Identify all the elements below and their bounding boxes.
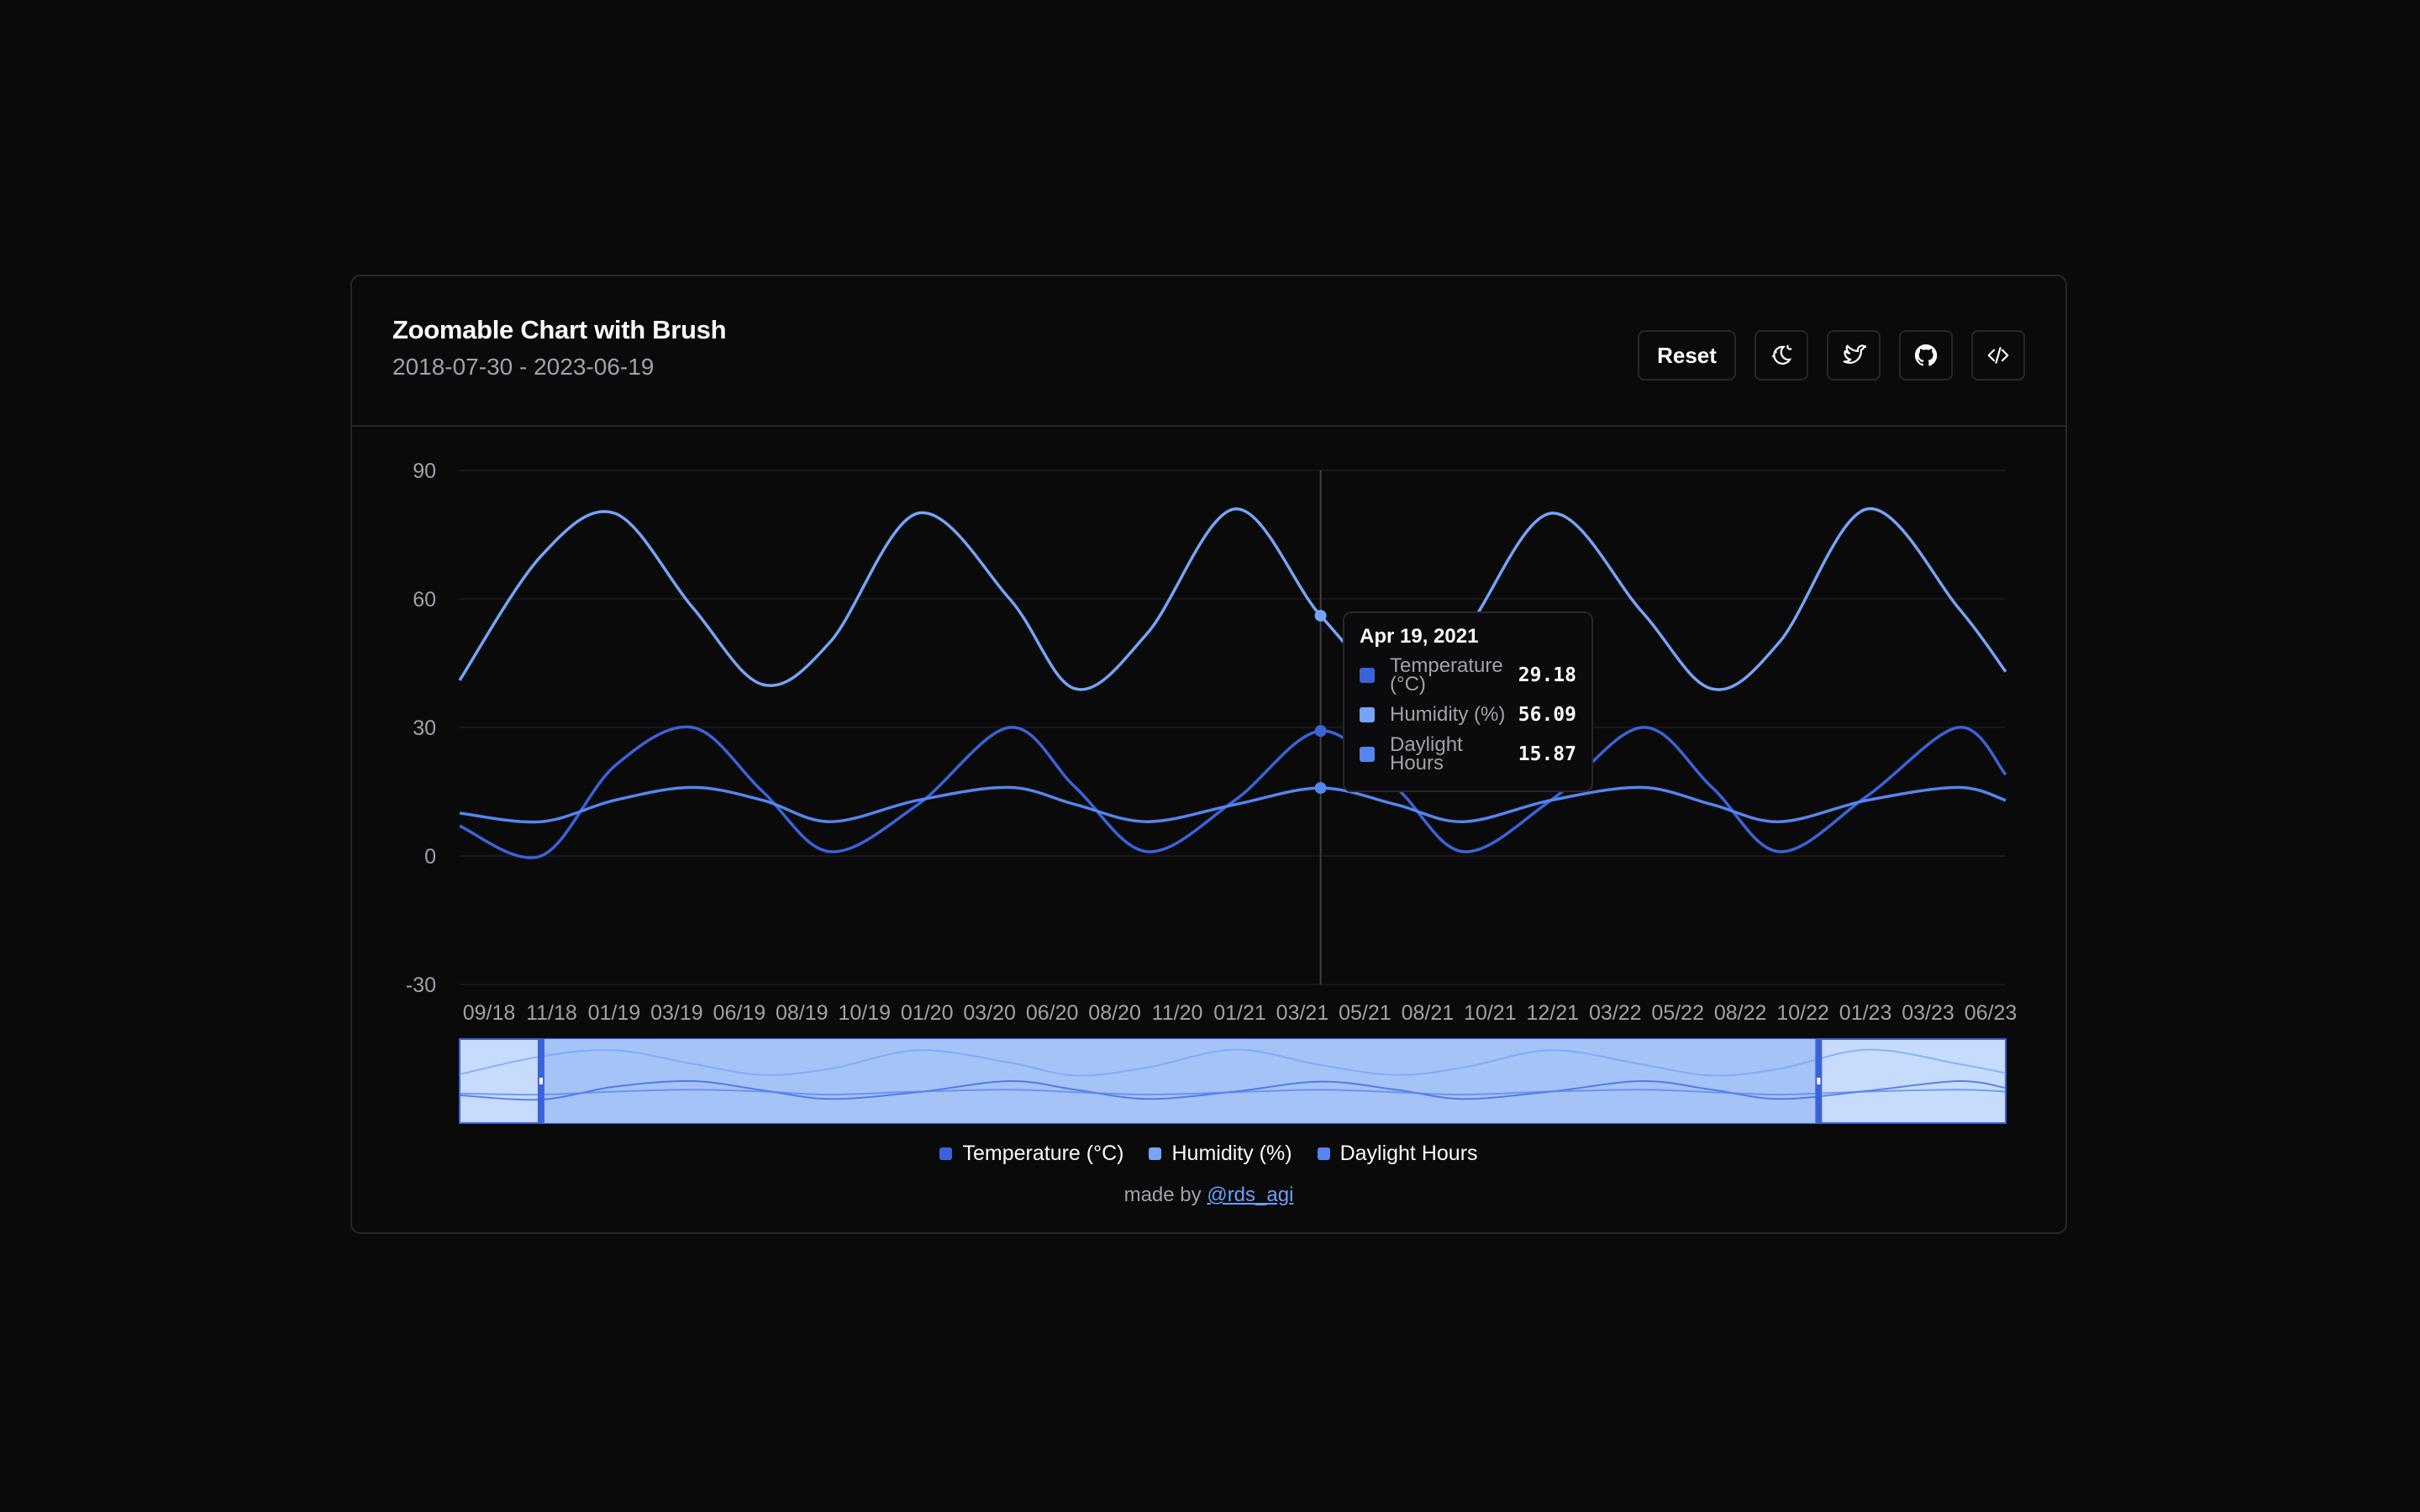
github-button[interactable] [1899, 330, 1953, 381]
x-tick-label: 12/21 [1527, 1001, 1580, 1025]
series-lines [458, 507, 2007, 859]
twitter-button[interactable] [1827, 330, 1881, 381]
x-tick-label: 03/20 [963, 1001, 1016, 1025]
x-tick-label: 10/22 [1776, 1001, 1829, 1025]
chart-legend: Temperature (°C) Humidity (%) Daylight H… [352, 1142, 2065, 1166]
footer: made by @rds_agi [352, 1184, 2065, 1207]
x-tick-label: 08/20 [1088, 1001, 1141, 1025]
legend-label: Temperature (°C) [962, 1142, 1124, 1165]
tooltip-value: 29.18 [1518, 664, 1576, 686]
temperature-marker [1314, 725, 1327, 738]
daylight-line [459, 785, 2007, 824]
temperature-swatch [1360, 667, 1375, 683]
legend-label: Daylight Hours [1339, 1142, 1478, 1165]
x-tick-label: 10/19 [838, 1001, 891, 1025]
chart-card: Zoomable Chart with Brush 2018-07-30 - 2… [350, 275, 2067, 1234]
y-tick-label: 30 [413, 717, 436, 740]
brush-grip-icon [539, 1078, 543, 1084]
x-tick-label: 05/21 [1339, 1001, 1392, 1025]
line-chart[interactable]: 90 60 30 0 -30 09/18 11/18 01/19 03/19 06/19 08/1… [352, 276, 2065, 1232]
temperature-line [459, 725, 2007, 859]
x-tick-label: 06/20 [1026, 1001, 1079, 1025]
grid [460, 470, 2006, 985]
x-tick-label: 11/20 [1152, 1001, 1203, 1025]
humidity-swatch [1360, 706, 1375, 722]
daylight-swatch [1360, 746, 1375, 762]
tooltip-row-temperature: Temperature (°C) 29.18 [1360, 655, 1576, 695]
tooltip-date: Apr 19, 2021 [1360, 625, 1479, 648]
theme-toggle-icon [1771, 344, 1792, 365]
tooltip-value: 56.09 [1518, 703, 1576, 726]
daylight-swatch [1317, 1147, 1330, 1160]
brush-grip-icon [1817, 1078, 1821, 1084]
reset-button[interactable]: Reset [1638, 330, 1736, 381]
x-tick-label: 01/21 [1213, 1001, 1266, 1025]
card-header: Zoomable Chart with Brush 2018-07-30 - 2… [352, 276, 2065, 427]
code-icon [1987, 347, 2009, 364]
legend-item-temperature[interactable]: Temperature (°C) [939, 1142, 1123, 1166]
github-icon [1914, 344, 1938, 366]
humidity-marker [1314, 609, 1327, 622]
y-axis: 90 60 30 0 -30 [406, 459, 436, 997]
x-tick-label: 06/19 [713, 1001, 766, 1025]
tooltip-row-humidity: Humidity (%) 56.09 [1360, 695, 1576, 734]
brush-selection [540, 1039, 1819, 1123]
x-tick-label: 05/22 [1651, 1001, 1704, 1025]
y-tick-label: 60 [413, 588, 436, 612]
view-code-button[interactable] [1971, 330, 2025, 381]
tooltip-label: Daylight Hours [1390, 732, 1463, 774]
x-tick-label: 03/22 [1589, 1001, 1642, 1025]
page-title: Zoomable Chart with Brush [392, 315, 727, 344]
chart-tooltip: Apr 19, 2021 Temperature (°C) 29.18 Humi… [1343, 612, 1593, 792]
x-tick-label: 09/18 [463, 1001, 516, 1025]
tooltip-label: Humidity (%) [1390, 702, 1506, 726]
x-tick-label: 11/18 [526, 1001, 577, 1025]
footer-prefix: made by [1123, 1184, 1202, 1206]
x-tick-label: 01/23 [1839, 1001, 1892, 1025]
x-tick-label: 03/23 [1902, 1001, 1954, 1025]
x-tick-label: 06/23 [1965, 1001, 2018, 1025]
x-tick-label: 08/19 [776, 1001, 829, 1025]
brush[interactable] [459, 1038, 2007, 1124]
y-tick-label: 90 [413, 459, 436, 483]
date-range: 2018-07-30 - 2023-06-19 [392, 354, 655, 380]
twitter-icon [1843, 344, 1866, 364]
overview-daylight-line [459, 1089, 2007, 1096]
hover-indicator [1314, 470, 1327, 984]
x-tick-label: 03/19 [650, 1001, 703, 1025]
temperature-swatch [939, 1147, 953, 1160]
x-tick-label: 01/19 [588, 1001, 641, 1025]
x-tick-label: 01/20 [901, 1001, 954, 1025]
tooltip-row-daylight: Daylight Hours 15.87 [1360, 734, 1576, 774]
tooltip-label: Temperature (°C) [1390, 654, 1503, 696]
theme-toggle-button[interactable] [1754, 330, 1808, 381]
humidity-line [458, 507, 2007, 691]
x-tick-label: 08/21 [1402, 1001, 1455, 1025]
y-tick-label: 0 [424, 845, 436, 869]
x-tick-label: 03/21 [1276, 1001, 1329, 1025]
legend-item-daylight[interactable]: Daylight Hours [1317, 1142, 1478, 1166]
x-tick-label: 10/21 [1464, 1001, 1517, 1025]
y-tick-label: -30 [406, 974, 436, 997]
x-tick-label: 08/22 [1714, 1001, 1767, 1025]
toolbar: Reset [1638, 330, 2025, 381]
humidity-swatch [1149, 1147, 1162, 1160]
legend-item-humidity[interactable]: Humidity (%) [1149, 1142, 1292, 1166]
legend-label: Humidity (%) [1171, 1142, 1292, 1165]
author-link[interactable]: @rds_agi [1207, 1184, 1294, 1206]
daylight-marker [1314, 782, 1327, 795]
tooltip-value: 15.87 [1518, 743, 1576, 765]
overview-humidity-line [459, 1048, 2007, 1077]
x-axis: 09/18 11/18 01/19 03/19 06/19 08/19 10/19 01/20… [463, 1001, 2018, 1025]
